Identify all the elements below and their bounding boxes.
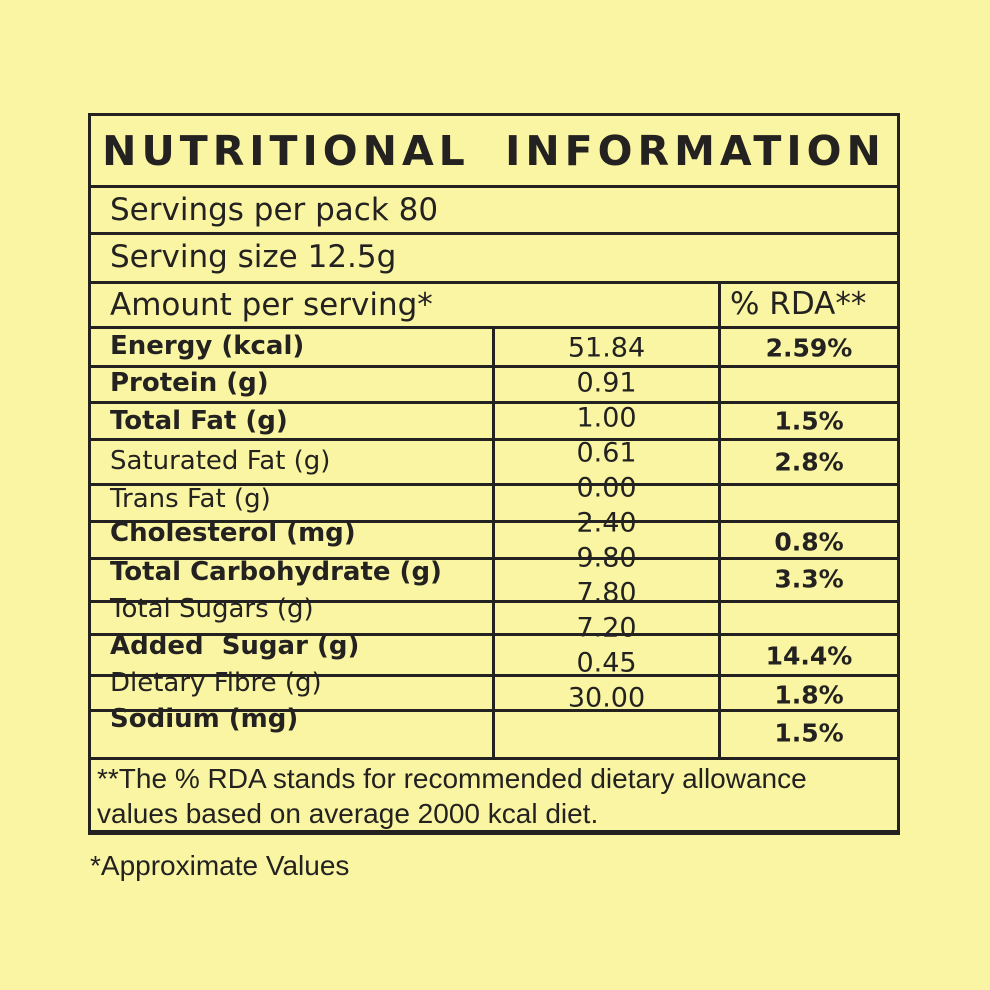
- nutrient-value-energy: 51.84: [567, 332, 646, 364]
- nutrient-value-sodium: 30.00: [567, 682, 646, 714]
- row-divider: [88, 232, 900, 235]
- nutrient-label-sodium: Sodium (mg): [110, 704, 299, 734]
- nutrient-rda-energy: 2.59%: [765, 333, 853, 363]
- nutrient-label-energy: Energy (kcal): [110, 331, 305, 361]
- nutrient-label-cholesterol: Cholesterol (mg): [110, 518, 356, 548]
- nutrient-value-total-sugars: 7.80: [576, 577, 637, 609]
- nutrient-value-total-carbohydrate: 9.80: [576, 542, 637, 574]
- row-divider: [88, 185, 900, 188]
- nutrient-rda-saturated-fat: 2.8%: [774, 447, 844, 477]
- nutrient-rda-cholesterol: 0.8%: [774, 527, 844, 557]
- nutrient-value-cholesterol: 2.40: [576, 507, 637, 539]
- nutrient-value-total-fat: 1.00: [576, 402, 637, 434]
- nutrient-label-saturated-fat: Saturated Fat (g): [110, 446, 331, 476]
- row-divider: [88, 757, 900, 760]
- nutrient-rda-sodium: 1.5%: [774, 718, 844, 748]
- approximate-values-caption: *Approximate Values: [90, 850, 350, 881]
- nutrient-label-trans-fat: Trans Fat (g): [110, 484, 271, 514]
- nutrient-label-protein: Protein (g): [110, 368, 269, 398]
- nutrient-label-total-sugars: Total Sugars (g): [110, 594, 314, 624]
- table-frame: [88, 113, 900, 835]
- servings-per-pack: Servings per pack 80: [110, 192, 439, 228]
- column-divider-amount: [492, 326, 495, 757]
- nutrient-rda-dietary-fibre: 1.8%: [774, 680, 844, 710]
- row-divider: [88, 281, 900, 284]
- nutrient-label-total-carbohydrate: Total Carbohydrate (g): [110, 557, 442, 587]
- nutrient-value-dietary-fibre: 0.45: [576, 647, 637, 679]
- rda-header: % RDA**: [730, 286, 867, 322]
- nutrient-value-added-sugar: 7.20: [576, 612, 637, 644]
- nutrient-label-added-sugar: Added Sugar (g): [110, 631, 360, 661]
- rda-footnote: **The % RDA stands for recommended dieta…: [97, 761, 892, 831]
- column-divider-rda: [718, 281, 721, 757]
- rda-footnote-line2: values based on average 2000 kcal diet.: [97, 798, 599, 829]
- nutrient-label-total-fat: Total Fat (g): [110, 406, 288, 436]
- nutrient-label-dietary-fibre: Dietary Fibre (g): [110, 668, 322, 698]
- rda-footnote-line1: **The % RDA stands for recommended dieta…: [97, 763, 807, 794]
- nutrient-rda-added-sugar: 14.4%: [765, 641, 853, 671]
- table-title: NUTRITIONAL INFORMATION: [102, 127, 886, 175]
- nutrient-value-trans-fat: 0.00: [576, 472, 637, 504]
- serving-size: Serving size 12.5g: [110, 239, 397, 275]
- nutrient-rda-total-fat: 1.5%: [774, 406, 844, 436]
- nutrient-value-protein: 0.91: [576, 367, 637, 399]
- nutrient-value-saturated-fat: 0.61: [576, 437, 637, 469]
- nutrient-rda-total-carbohydrate: 3.3%: [774, 564, 844, 594]
- amount-per-serving-header: Amount per serving*: [110, 287, 433, 323]
